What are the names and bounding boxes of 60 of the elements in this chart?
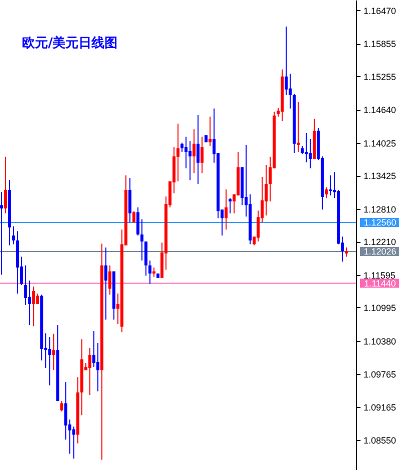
candlestick: [192, 128, 196, 174]
candlestick: [224, 188, 228, 230]
candlestick: [188, 140, 192, 181]
candlestick: [344, 246, 348, 258]
candlestick: [108, 264, 112, 296]
candlestick: [48, 336, 52, 386]
candlestick: [296, 102, 300, 152]
candlestick: [60, 400, 64, 412]
candlestick: [284, 26, 288, 96]
text: 欧元/美元日线图: [22, 35, 118, 51]
candlestick: [176, 123, 180, 182]
candlestick: [152, 267, 156, 278]
candlestick: [28, 280, 32, 326]
candlestick: [36, 293, 40, 304]
candlestick: [72, 426, 76, 460]
candlestick: [88, 347, 92, 396]
y-tick-label: 1.12210: [364, 237, 396, 248]
y-tick-label: 1.16470: [364, 6, 396, 16]
y-tick-label: 1.08550: [364, 436, 396, 446]
candlestick: [136, 206, 140, 236]
candlestick: [264, 164, 268, 216]
candlestick: [180, 142, 184, 152]
candlestick: [92, 330, 96, 368]
candlestick: [128, 178, 132, 224]
candlestick: [184, 136, 188, 169]
ref-line-label: 1.11440: [364, 278, 396, 288]
y-tick-label: 1.09765: [364, 370, 396, 380]
candlestick: [4, 156, 8, 214]
candlestick: [96, 342, 100, 392]
y-tick-label: 1.14025: [364, 138, 396, 149]
y-tick-label: 1.12810: [364, 204, 396, 214]
candlestick: [64, 382, 68, 440]
candlestick: [148, 260, 152, 284]
y-tick-label: 1.15255: [364, 72, 396, 82]
candlestick: [308, 138, 312, 169]
candlestick: [200, 136, 204, 174]
y-tick-label: 1.15855: [364, 39, 396, 50]
candlestick: [104, 246, 108, 320]
ref-line-label: 1.12026: [364, 246, 396, 256]
candlestick: [228, 198, 232, 214]
candlestick: [12, 226, 16, 245]
candlestick: [304, 132, 308, 163]
y-tick-label: 1.10995: [364, 302, 396, 313]
candlestick: [0, 192, 4, 276]
candlestick: [196, 114, 200, 184]
candlestick: [328, 174, 332, 196]
y-tick-label: 1.13425: [364, 171, 396, 182]
candlestick: [24, 264, 28, 306]
candlestick: [144, 241, 148, 276]
y-tick-label: 1.10380: [364, 336, 396, 346]
candlestick: [288, 73, 292, 110]
y-tick-label: 1.14640: [364, 105, 396, 116]
y-tick-label: 1.09165: [364, 402, 396, 412]
candlestick: [140, 218, 144, 262]
candlestick: [324, 186, 328, 199]
candlestick: [52, 333, 56, 371]
y-tick-label: 1.11595: [364, 270, 396, 280]
ref-line-label: 1.12560: [364, 218, 396, 228]
candlestick: [32, 286, 36, 327]
candlestick: [208, 116, 212, 146]
